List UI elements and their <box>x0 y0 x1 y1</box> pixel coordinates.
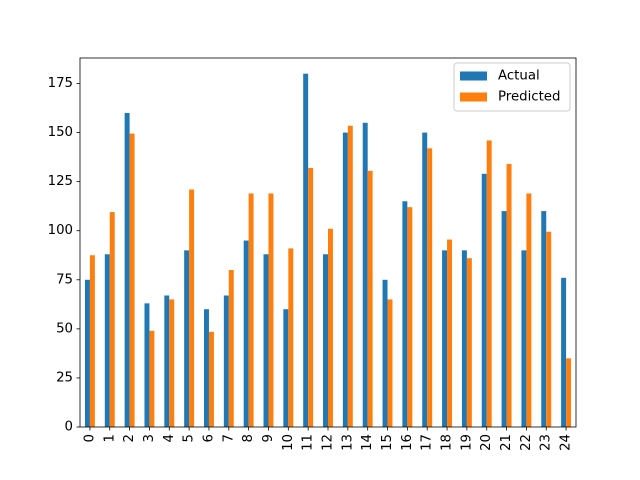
bar-actual-6 <box>204 309 209 427</box>
x-tick-label: 4 <box>162 434 177 442</box>
bar-actual-2 <box>124 112 130 428</box>
y-tick-label: 100 <box>48 223 73 238</box>
bar-actual-0 <box>84 279 90 427</box>
bar-predicted-21 <box>506 163 512 428</box>
x-tick-label: 2 <box>122 434 137 442</box>
bar-actual-5 <box>184 250 190 427</box>
bar-actual-18 <box>442 250 448 427</box>
x-tick-label: 7 <box>221 434 236 442</box>
x-tick-label: 20 <box>479 434 494 451</box>
bar-predicted-17 <box>427 148 433 428</box>
bar-predicted-2 <box>129 133 135 427</box>
bar-predicted-10 <box>288 248 294 427</box>
bar-predicted-13 <box>347 125 353 427</box>
x-tick-label: 22 <box>519 434 534 451</box>
bar-actual-13 <box>342 132 348 427</box>
bars-layer <box>84 73 572 428</box>
x-tick-label: 6 <box>201 434 216 442</box>
y-tick-label: 75 <box>56 272 73 287</box>
bar-actual-20 <box>481 173 487 427</box>
bar-predicted-0 <box>89 255 95 427</box>
bar-predicted-6 <box>208 331 214 427</box>
bar-predicted-9 <box>268 193 274 427</box>
bar-predicted-20 <box>486 140 492 427</box>
y-tick-label: 0 <box>65 420 73 435</box>
bar-actual-17 <box>422 132 428 427</box>
bar-actual-9 <box>263 254 269 427</box>
bar-actual-11 <box>303 73 309 427</box>
bar-predicted-12 <box>328 228 333 427</box>
bar-predicted-19 <box>466 258 472 427</box>
y-tick-label: 175 <box>48 76 73 91</box>
legend-swatch-predicted <box>460 92 487 102</box>
bar-predicted-22 <box>526 193 532 427</box>
x-tick-label: 19 <box>459 434 474 451</box>
bar-actual-3 <box>144 303 150 427</box>
legend-label-predicted: Predicted <box>498 90 560 105</box>
bar-predicted-7 <box>228 269 234 427</box>
legend-label-actual: Actual <box>498 69 540 84</box>
y-tick-label: 150 <box>48 125 73 140</box>
y-tick-label: 25 <box>56 370 73 385</box>
y-tick-label: 125 <box>48 174 73 189</box>
bar-actual-21 <box>501 211 507 427</box>
x-tick-label: 24 <box>559 434 574 451</box>
bar-actual-24 <box>561 277 567 427</box>
bar-actual-8 <box>243 240 249 427</box>
bar-predicted-8 <box>248 193 254 427</box>
x-tick-label: 3 <box>142 434 157 442</box>
x-tick-label: 8 <box>241 434 256 442</box>
bar-predicted-16 <box>407 207 413 427</box>
bar-predicted-14 <box>367 170 373 428</box>
bar-predicted-3 <box>149 330 155 427</box>
bar-actual-10 <box>283 309 289 427</box>
legend-swatch-actual <box>460 71 487 81</box>
y-tick-label: 50 <box>56 321 73 336</box>
bar-actual-7 <box>223 295 229 427</box>
x-tick-label: 12 <box>321 434 336 451</box>
bar-predicted-24 <box>566 358 572 427</box>
x-tick-label: 1 <box>102 434 117 442</box>
legend: Actual Predicted <box>453 62 571 112</box>
x-tick-label: 0 <box>82 434 97 442</box>
bar-predicted-15 <box>387 299 393 427</box>
x-tick-label: 21 <box>499 434 514 451</box>
x-tick-label: 18 <box>440 434 455 451</box>
bar-actual-22 <box>521 250 527 427</box>
bar-actual-23 <box>541 211 547 427</box>
bar-predicted-1 <box>109 212 115 427</box>
x-tick-label: 10 <box>281 434 296 451</box>
x-tick-label: 17 <box>420 434 435 451</box>
bar-actual-14 <box>362 122 368 428</box>
x-tick-label: 5 <box>182 434 197 442</box>
bar-predicted-11 <box>308 167 314 427</box>
bar-actual-16 <box>402 201 408 427</box>
x-tick-label: 14 <box>360 434 375 451</box>
x-tick-label: 9 <box>261 434 276 442</box>
x-tick-label: 16 <box>400 434 415 451</box>
x-tick-label: 11 <box>301 434 316 451</box>
bar-predicted-23 <box>546 231 552 427</box>
x-tick-label: 13 <box>340 434 355 451</box>
bar-actual-15 <box>382 279 388 427</box>
x-tick-label: 15 <box>380 434 395 451</box>
bar-actual-19 <box>461 250 467 427</box>
bar-actual-4 <box>164 295 170 427</box>
bar-actual-1 <box>104 254 110 427</box>
bar-predicted-4 <box>169 299 175 427</box>
bar-predicted-18 <box>447 239 452 427</box>
bar-predicted-5 <box>189 189 195 427</box>
x-tick-label: 23 <box>539 434 554 451</box>
bar-actual-12 <box>323 254 328 427</box>
